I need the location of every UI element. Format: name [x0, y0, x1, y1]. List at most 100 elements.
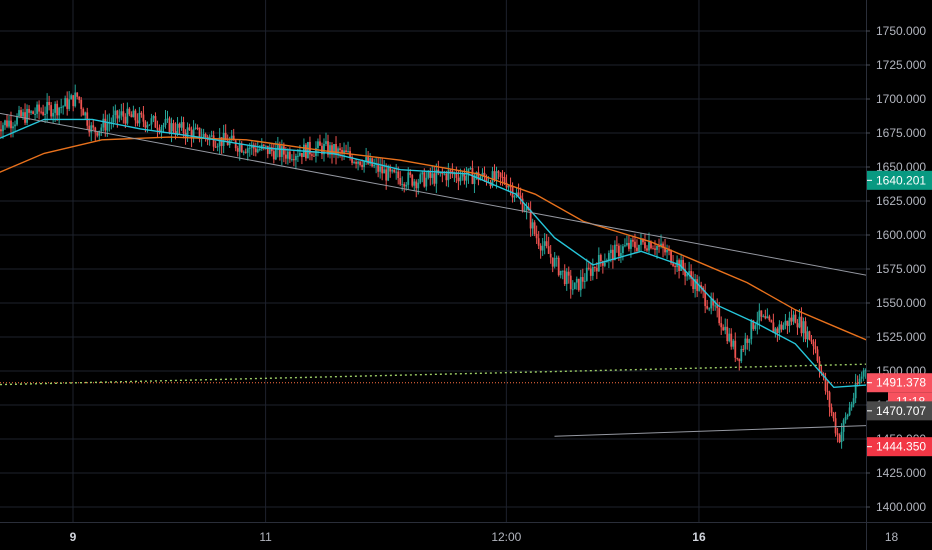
candle-down [682, 260, 685, 270]
candle-down [836, 433, 839, 435]
candle-up [656, 245, 658, 250]
candle-up [323, 143, 325, 155]
candle-down [188, 127, 191, 131]
candle-down [804, 321, 807, 340]
candle-up [297, 155, 299, 157]
candle-down [696, 279, 699, 291]
candle-up [555, 257, 558, 259]
candle-down [104, 118, 107, 131]
candle-up [871, 349, 873, 358]
candle-up [844, 416, 847, 421]
candle-up [583, 280, 586, 282]
candle-down [6, 120, 8, 127]
candle-up [553, 258, 556, 267]
candle-up [166, 118, 169, 120]
candle-up [862, 370, 865, 377]
candle-down [599, 255, 602, 262]
candle-down [545, 241, 548, 247]
candle-up [784, 320, 787, 326]
candle-up [660, 243, 662, 247]
moving-average-orange [0, 136, 866, 341]
candle-down [746, 338, 749, 343]
candle-down [772, 322, 775, 333]
candle-down [232, 135, 235, 141]
candle-down [505, 182, 508, 188]
candle-down [668, 249, 670, 251]
y-tick-label: 1725.000 [876, 58, 926, 72]
candle-up [54, 103, 57, 113]
candle-up [343, 150, 345, 153]
candle-up [12, 126, 14, 129]
candle-up [573, 282, 576, 290]
candle-down [339, 148, 341, 150]
candle-down [198, 127, 201, 139]
candle-down [684, 269, 687, 277]
candle-down [284, 154, 287, 159]
candle-down [646, 248, 648, 251]
candle-up [325, 141, 327, 144]
candle-up [459, 176, 462, 182]
candle-up [44, 113, 47, 115]
candle-up [357, 161, 359, 164]
candle-up [465, 175, 468, 181]
candle-up [216, 146, 219, 148]
candle-down [786, 320, 789, 327]
candle-down [244, 151, 247, 153]
candle-up [407, 172, 410, 185]
candle-down [828, 392, 831, 408]
candle-up [126, 108, 129, 124]
trendline-lower [554, 425, 866, 437]
candle-down [501, 176, 504, 178]
candle-up [728, 333, 731, 342]
candle-up [248, 147, 251, 149]
candle-down [214, 146, 217, 148]
candle-down [116, 110, 119, 119]
candle-down [726, 326, 729, 342]
candle-up [447, 170, 450, 181]
y-tick-label: 1550.000 [876, 296, 926, 310]
candle-down [601, 261, 604, 266]
candle-down [88, 125, 91, 133]
candle-up [383, 169, 386, 174]
candle-down [499, 172, 502, 177]
candle-down [557, 257, 560, 276]
candle-down [288, 151, 291, 160]
candle-up [256, 149, 259, 153]
candle-down [234, 140, 237, 149]
candle-down [385, 169, 388, 181]
candle-down [196, 127, 199, 129]
candle-down [567, 271, 570, 276]
candle-up [268, 147, 271, 154]
candle-down [611, 249, 614, 261]
candle-up [114, 110, 117, 116]
candle-up [523, 210, 526, 212]
candle-down [48, 101, 51, 106]
candle-down [78, 96, 81, 100]
candle-up [170, 123, 173, 134]
candle-down [632, 239, 634, 242]
candle-down [718, 308, 721, 324]
candle-down [674, 265, 676, 268]
candle-up [118, 115, 121, 119]
candle-up [473, 176, 476, 184]
candle-up [395, 171, 398, 173]
current-price-label-bg [867, 373, 932, 393]
candle-down [826, 390, 829, 393]
candle-up [758, 310, 761, 321]
candle-down [278, 144, 281, 157]
candle-down [636, 247, 638, 252]
candle-down [42, 111, 45, 115]
candle-up [138, 112, 141, 124]
candle-up [258, 149, 261, 151]
candle-up [218, 137, 221, 147]
candle-up [864, 369, 866, 371]
candle-down [377, 163, 380, 172]
candle-up [495, 171, 498, 180]
candle-down [618, 245, 620, 257]
candle-down [272, 151, 275, 160]
candle-down [535, 233, 538, 239]
candle-down [770, 320, 773, 323]
candle-up [74, 92, 77, 107]
